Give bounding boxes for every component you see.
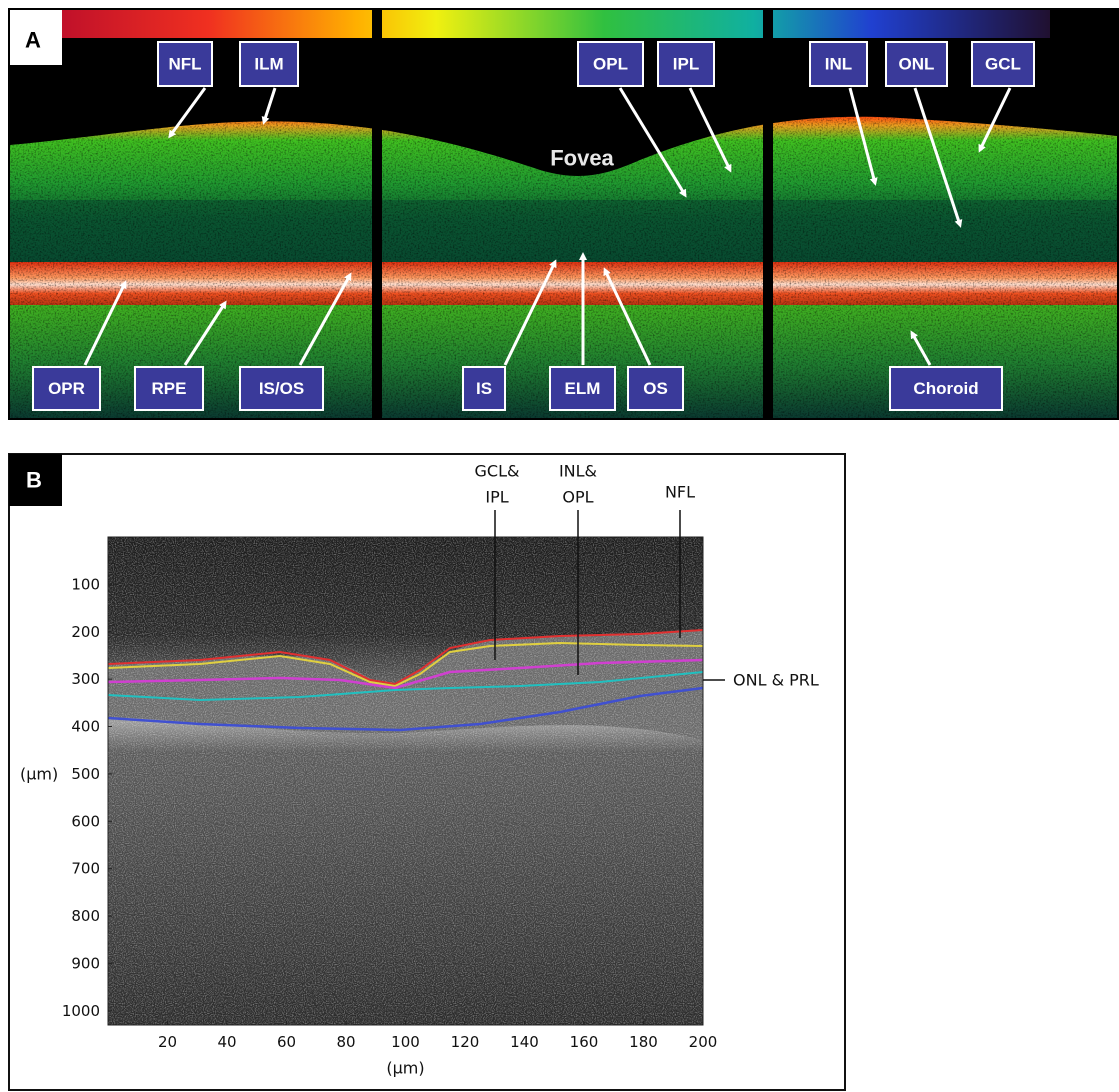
figure: A Fovea NFL ILM OPL IPL INL ONL GCL OPR RPE IS/OS…	[0, 0, 1119, 1092]
layer-label: GCL&	[475, 462, 520, 481]
y-tick-label: 500	[71, 765, 100, 783]
layer-label: Choroid	[913, 379, 978, 398]
y-tick-label: 800	[71, 907, 100, 925]
panel-a-label: A	[25, 28, 41, 53]
layer-label: IS	[476, 379, 492, 398]
layer-label: OPR	[48, 379, 85, 398]
y-tick-label: 1000	[62, 1002, 100, 1020]
layer-label: ILM	[254, 55, 283, 74]
layer-label: OPL	[562, 488, 593, 507]
x-axis-label: (µm)	[386, 1059, 424, 1078]
layer-label: ONL & PRL	[733, 671, 819, 690]
layer-label: GCL	[985, 55, 1021, 74]
x-tick-label: 200	[689, 1033, 718, 1051]
y-tick-label: 600	[71, 812, 100, 830]
y-tick-label: 700	[71, 860, 100, 878]
y-axis-label: (µm)	[20, 764, 58, 783]
y-tick-label: 900	[71, 954, 100, 972]
y-tick-label: 100	[71, 575, 100, 593]
x-tick-label: 160	[570, 1033, 599, 1051]
x-tick-label: 180	[629, 1033, 658, 1051]
y-tick-label: 400	[71, 718, 100, 736]
panel-b-label: B	[26, 468, 42, 493]
layer-label: IPL	[673, 55, 699, 74]
x-tick-label: 20	[158, 1033, 177, 1051]
panel-b-image	[108, 537, 703, 1025]
fovea-label: Fovea	[550, 146, 614, 171]
layer-label: ONL	[899, 55, 935, 74]
layer-label: INL&	[559, 462, 597, 481]
layer-label: IPL	[485, 488, 508, 507]
layer-label: OPL	[593, 55, 628, 74]
layer-label: IS/OS	[259, 379, 304, 398]
layer-label: INL	[825, 55, 852, 74]
y-tick-label: 300	[71, 670, 100, 688]
x-tick-label: 100	[391, 1033, 420, 1051]
x-tick-label: 40	[217, 1033, 236, 1051]
x-tick-label: 80	[336, 1033, 355, 1051]
x-tick-label: 120	[451, 1033, 480, 1051]
y-tick-label: 200	[71, 623, 100, 641]
page: A Fovea NFL ILM OPL IPL INL ONL GCL OPR RPE IS/OS…	[0, 0, 1119, 1092]
x-tick-label: 140	[510, 1033, 539, 1051]
layer-label: ELM	[565, 379, 601, 398]
x-tick-label: 60	[277, 1033, 296, 1051]
layer-label: OS	[643, 379, 668, 398]
layer-label: NFL	[665, 483, 695, 502]
layer-label: NFL	[168, 55, 201, 74]
layer-label: RPE	[152, 379, 187, 398]
